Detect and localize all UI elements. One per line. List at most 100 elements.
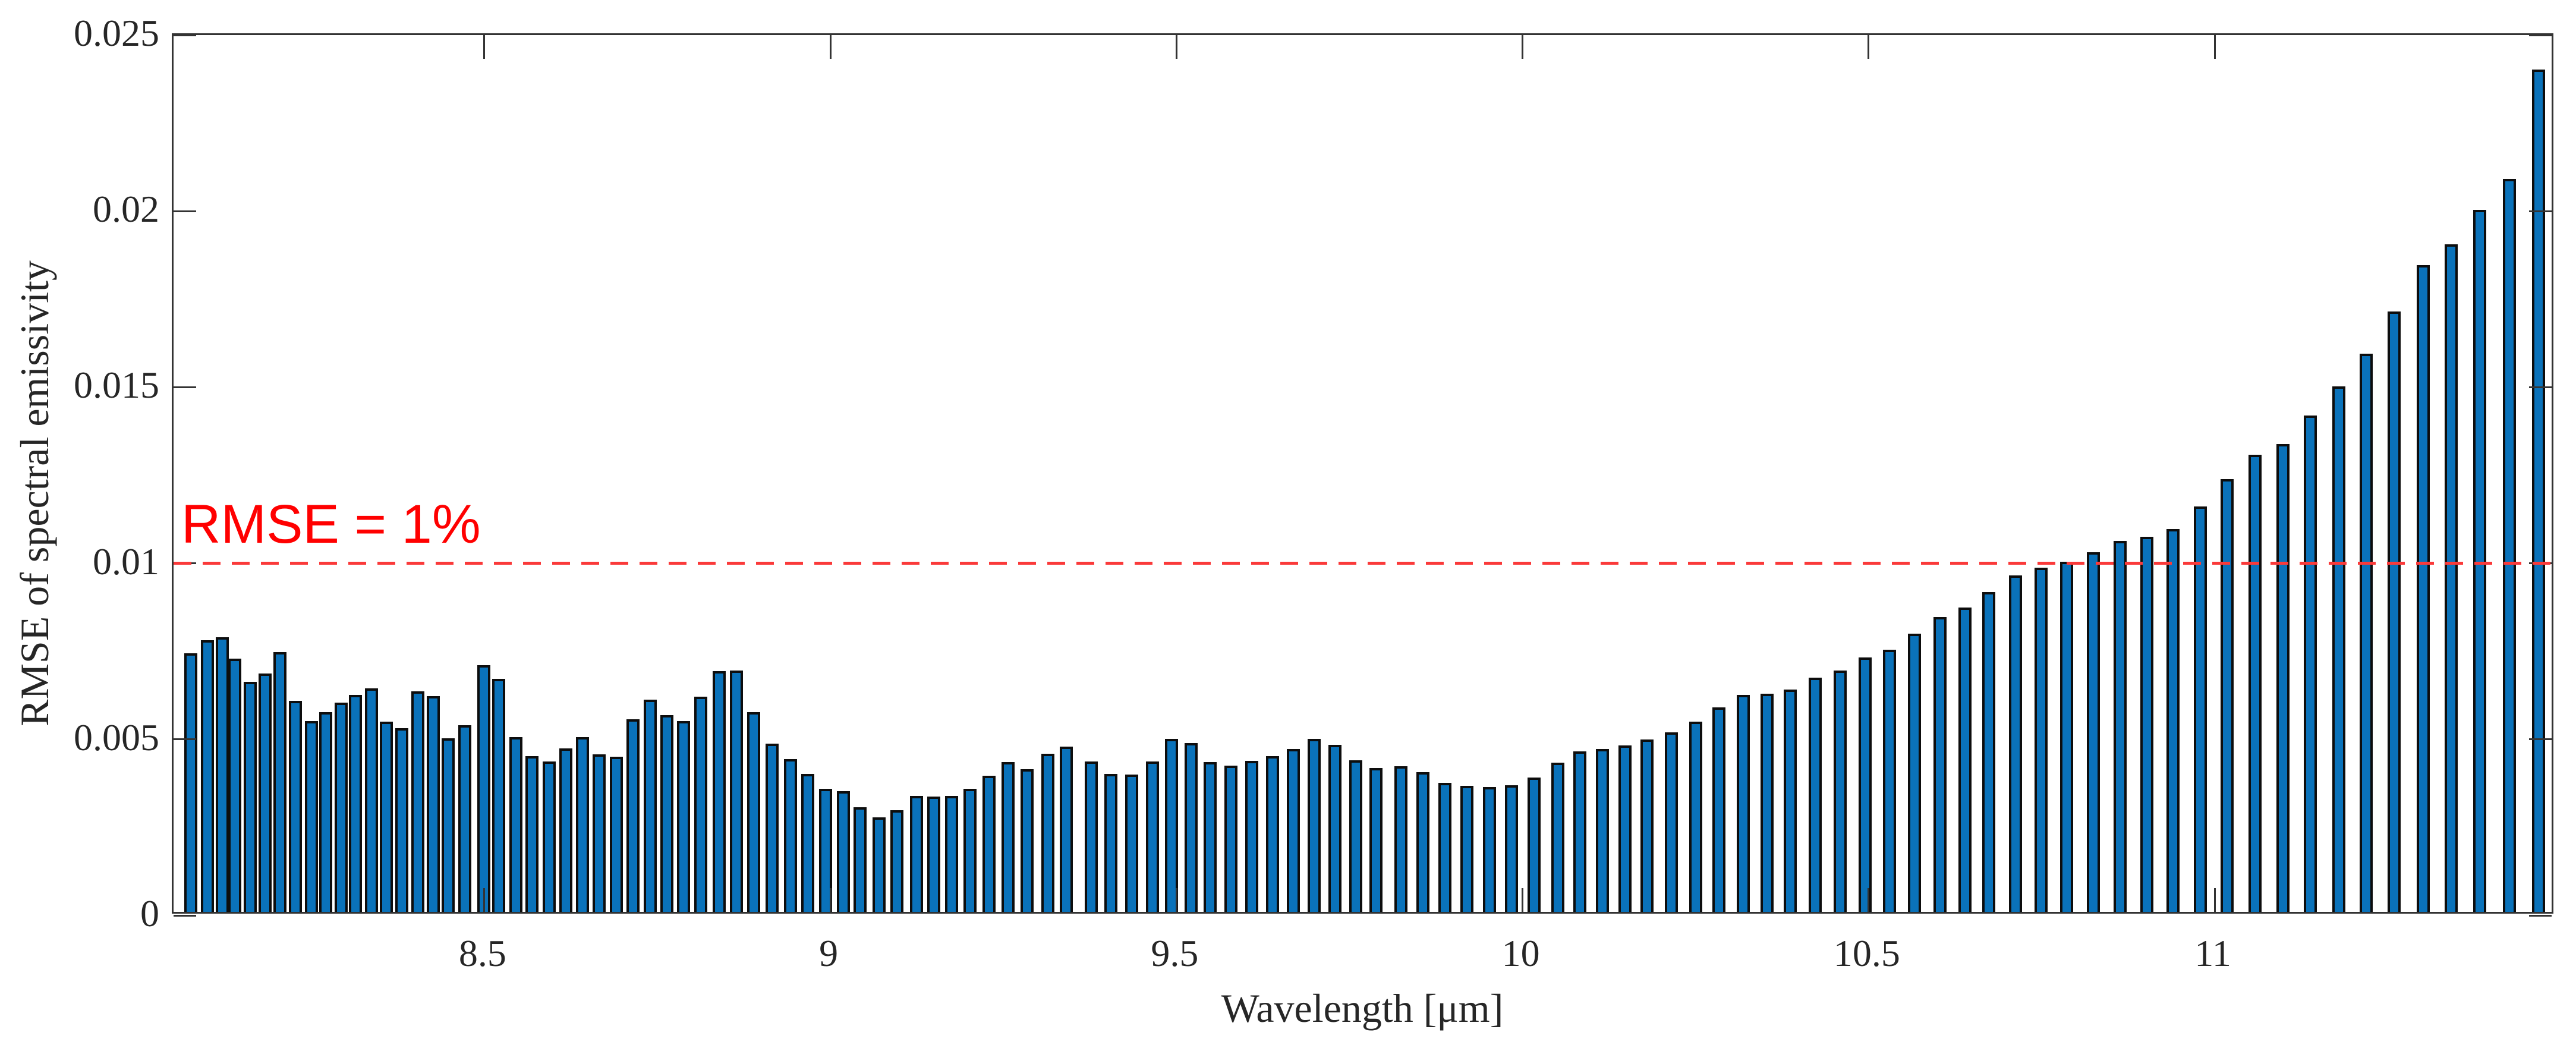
bar: [837, 791, 851, 912]
bar: [2193, 506, 2207, 912]
y-tick-label: 0.015: [74, 364, 159, 407]
bar: [1784, 689, 1797, 912]
bar: [747, 712, 760, 912]
y-axis-label: RMSE of spectral emissivity: [12, 260, 57, 726]
bar: [2360, 353, 2373, 912]
plot-area: [172, 33, 2553, 917]
x-tick-mark: [483, 888, 486, 912]
x-tick-mark: [829, 888, 832, 912]
bar: [610, 757, 623, 912]
bar: [2034, 567, 2048, 912]
bar: [201, 640, 215, 912]
bar: [1760, 693, 1774, 912]
x-tick-mark: [829, 35, 832, 59]
x-tick-label: 10.5: [1833, 932, 1900, 974]
bar: [626, 719, 640, 912]
bar: [2059, 562, 2073, 912]
bar: [509, 737, 523, 912]
x-tick-label: 9: [819, 932, 839, 974]
bar: [766, 744, 779, 912]
bar: [258, 673, 272, 912]
bar: [1712, 707, 1726, 912]
bar: [559, 748, 573, 912]
bar: [2303, 416, 2317, 912]
bar: [1328, 745, 1341, 912]
bar: [1438, 782, 1452, 912]
x-tick-mark: [1868, 35, 1870, 59]
y-tick-label: 0.01: [93, 540, 159, 583]
x-tick-label: 11: [2194, 932, 2231, 974]
bar: [2416, 265, 2430, 912]
x-tick-mark: [1175, 888, 1177, 912]
bar: [1394, 766, 1407, 912]
x-tick-mark: [1868, 888, 1870, 912]
bar: [458, 725, 472, 912]
bar: [2166, 529, 2180, 912]
bar: [1125, 775, 1138, 912]
bar: [319, 712, 333, 912]
bar: [1266, 756, 1280, 912]
bar: [1245, 760, 1259, 912]
bar: [1308, 739, 1321, 912]
bar: [854, 807, 867, 912]
rmse-annotation: RMSE = 1%: [181, 494, 481, 555]
x-axis-label: Wavelength [μm]: [1221, 986, 1504, 1031]
bar: [184, 653, 198, 912]
y-tick-label: 0: [140, 892, 159, 934]
y-tick-label: 0.005: [74, 716, 159, 759]
bar: [982, 776, 996, 912]
bar: [1184, 743, 1198, 912]
x-tick-mark: [1522, 888, 1524, 912]
bar: [2473, 209, 2487, 912]
bar: [477, 665, 490, 912]
y-tick-mark: [2529, 34, 2552, 36]
bar: [712, 671, 726, 912]
bar: [1416, 772, 1429, 912]
bar: [1041, 754, 1054, 912]
y-tick-mark: [174, 210, 196, 212]
bar: [1145, 761, 1159, 912]
bar: [349, 694, 363, 912]
bar: [2276, 444, 2290, 912]
bar: [2113, 541, 2127, 912]
x-tick-label: 9.5: [1151, 932, 1199, 974]
bar: [1618, 745, 1632, 912]
y-tick-mark: [174, 386, 196, 388]
bar: [334, 702, 348, 912]
bar: [1551, 762, 1564, 912]
y-tick-mark: [2529, 386, 2552, 388]
x-tick-mark: [1175, 35, 1177, 59]
bar: [1573, 751, 1587, 912]
y-tick-label: 0.02: [93, 188, 159, 231]
bar: [576, 737, 590, 912]
bar: [1933, 616, 1947, 912]
bar: [593, 754, 606, 912]
bar: [2248, 455, 2262, 912]
x-tick-label: 10: [1501, 932, 1540, 974]
bar: [1859, 657, 1872, 912]
bar: [1689, 721, 1702, 912]
bar: [492, 679, 506, 912]
bar: [677, 720, 691, 912]
bar: [1224, 765, 1238, 912]
bar: [694, 697, 708, 912]
bar: [1002, 761, 1015, 912]
bar: [1204, 762, 1217, 912]
bar: [426, 695, 440, 912]
bar: [801, 773, 814, 912]
bar: [1165, 738, 1179, 912]
bar: [2503, 179, 2517, 912]
bar: [543, 761, 556, 912]
x-tick-mark: [1522, 35, 1524, 59]
bar: [1809, 677, 1822, 912]
bar: [288, 701, 302, 912]
bar: [411, 691, 425, 912]
bar: [1460, 785, 1474, 912]
bar: [783, 759, 797, 912]
bar: [1528, 777, 1541, 912]
bar: [1349, 760, 1362, 912]
bar: [1104, 773, 1117, 912]
y-tick-mark: [174, 738, 196, 741]
bar: [304, 720, 318, 912]
